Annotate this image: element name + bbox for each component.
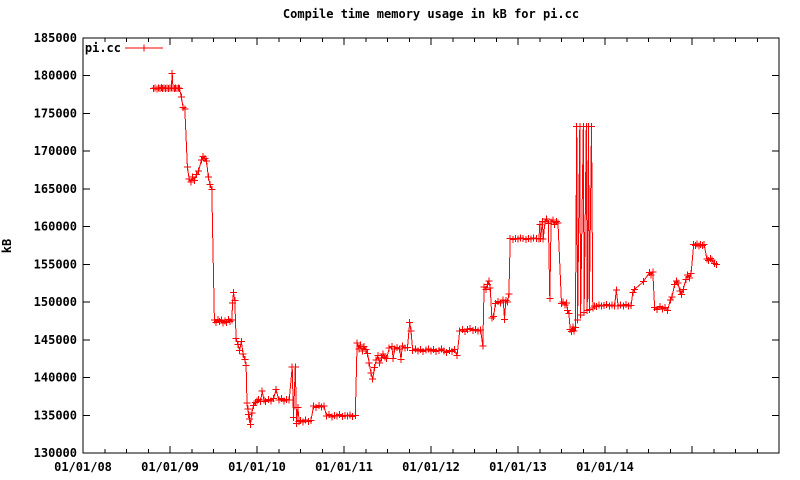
legend-line-sample-icon — [125, 44, 163, 52]
data-series — [150, 70, 720, 428]
y-tick-label: 170000 — [34, 144, 77, 158]
y-tick-label: 165000 — [34, 182, 77, 196]
x-tick-label: 01/01/08 — [54, 460, 112, 474]
y-tick-label: 175000 — [34, 106, 77, 120]
x-tick-label: 01/01/12 — [402, 460, 460, 474]
legend: pi.cc — [85, 41, 163, 55]
chart-title: Compile time memory usage in kB for pi.c… — [283, 7, 579, 21]
axes: 01/01/08 01/01/09 01/01/10 01/01/11 01/01/12… — [34, 31, 780, 474]
series-line — [153, 73, 717, 425]
x-tick-label: 01/01/09 — [141, 460, 199, 474]
legend-sample-marker — [140, 44, 148, 52]
series-plus-markers — [150, 70, 720, 428]
y-tick-label: 150000 — [34, 295, 77, 309]
x-tick-label: 01/01/11 — [315, 460, 373, 474]
plot-border — [82, 37, 780, 454]
y-tick-label: 180000 — [34, 69, 77, 83]
x-tick-label: 01/01/14 — [576, 460, 634, 474]
x-tick-label: 01/01/13 — [489, 460, 547, 474]
legend-series-label: pi.cc — [85, 41, 121, 55]
y-axis-label: kB — [0, 239, 14, 253]
x-tick-label: 01/01/10 — [228, 460, 286, 474]
y-tick-label: 130000 — [34, 446, 77, 460]
y-tick-label: 185000 — [34, 31, 77, 45]
y-tick-label: 145000 — [34, 333, 77, 347]
y-tick-label: 135000 — [34, 408, 77, 422]
y-tick-label: 155000 — [34, 257, 77, 271]
y-tick-label: 160000 — [34, 220, 77, 234]
y-tick-label: 140000 — [34, 371, 77, 385]
